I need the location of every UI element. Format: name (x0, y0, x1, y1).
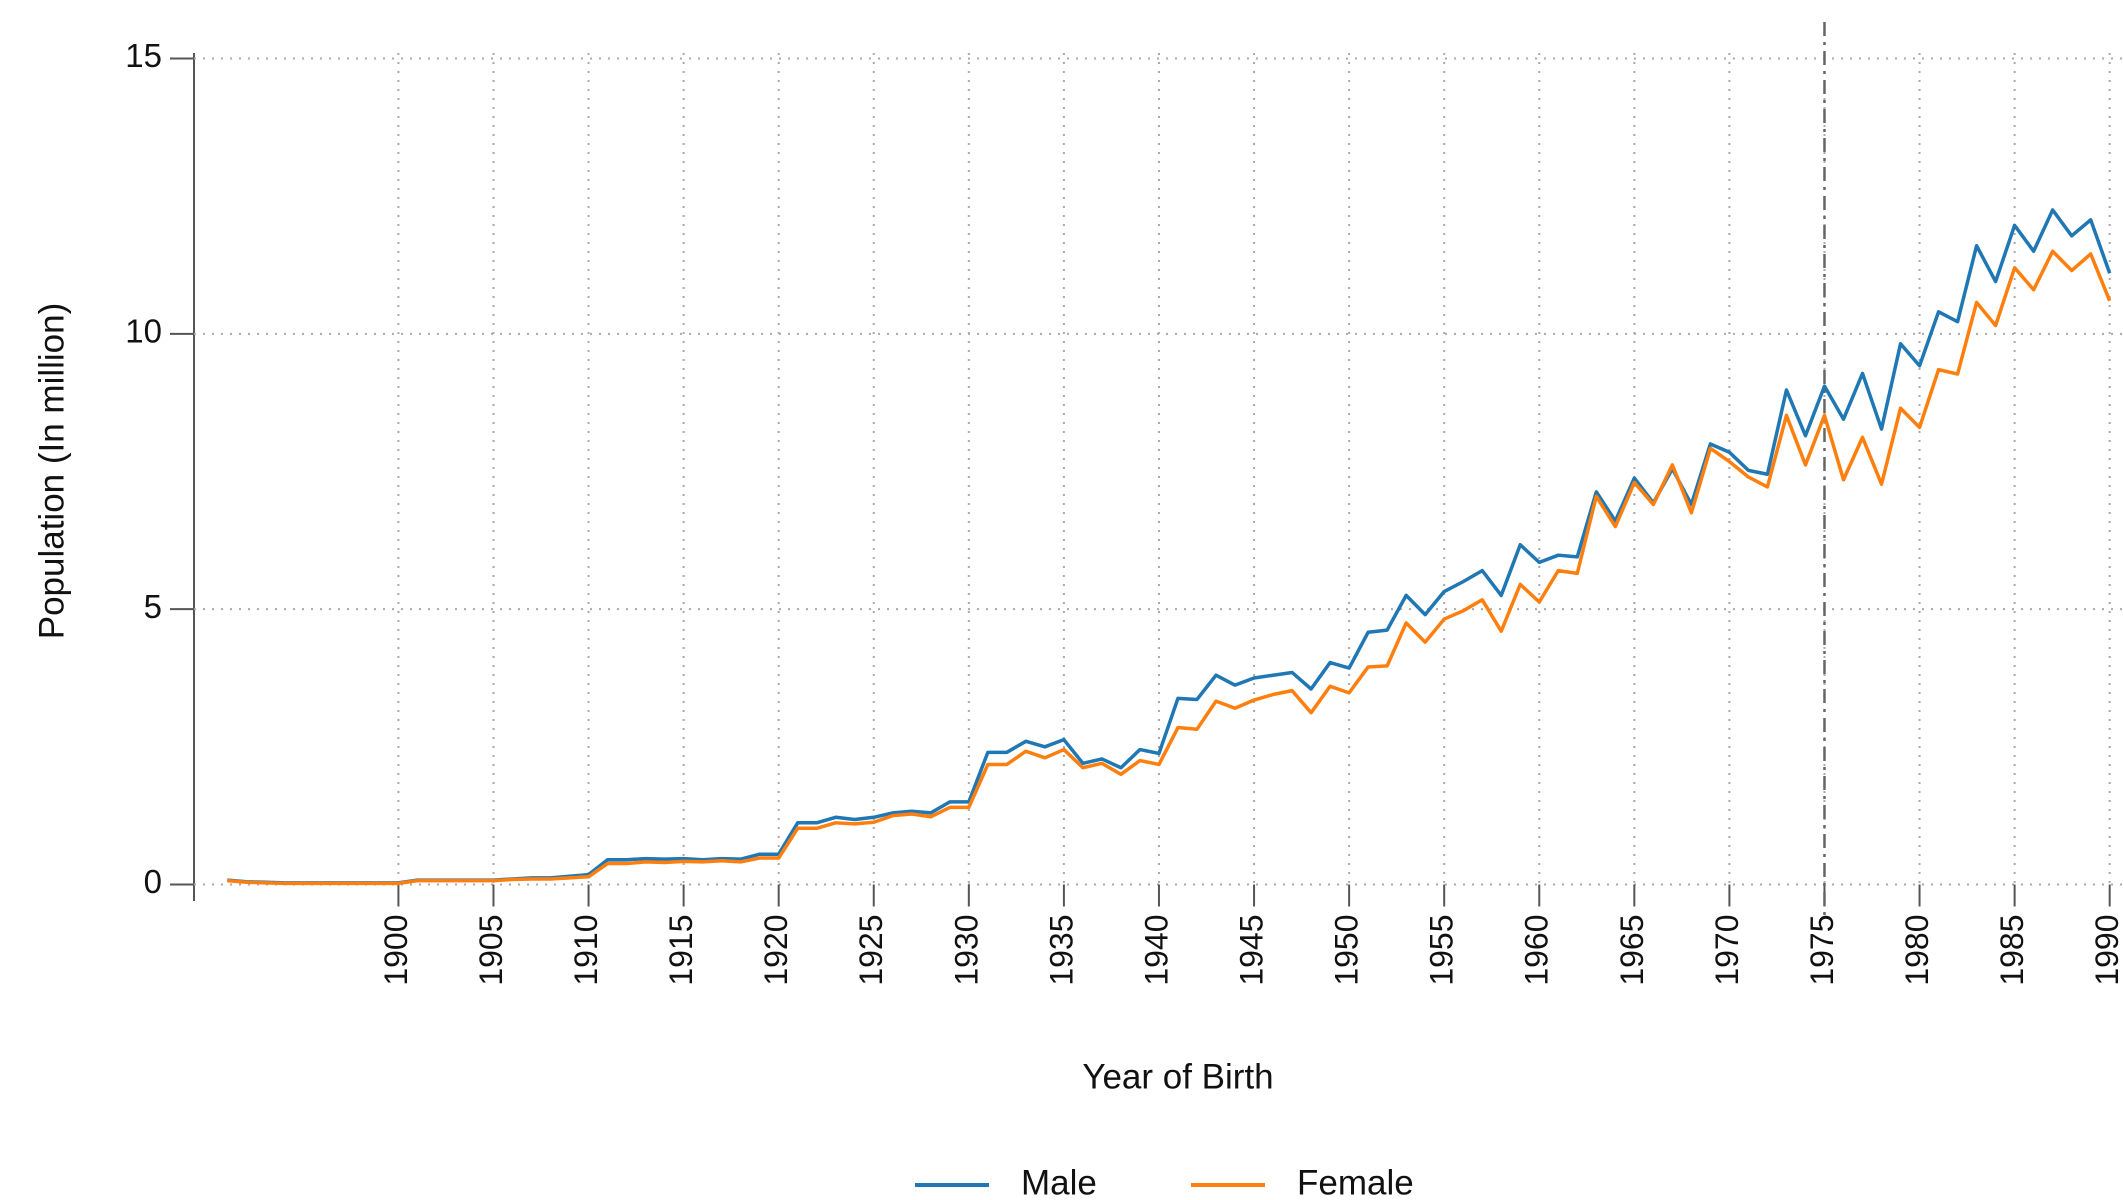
x-tick-label: 1990 (2089, 914, 2123, 985)
legend-label: Female (1297, 1163, 1414, 1200)
x-tick-label: 1920 (758, 914, 794, 985)
y-tick-label: 10 (125, 313, 162, 350)
x-tick-label: 1975 (1804, 914, 1840, 985)
x-tick-label: 1900 (378, 914, 414, 985)
x-tick-label: 1940 (1138, 914, 1174, 985)
y-tick-label: 15 (125, 37, 162, 74)
x-tick-label: 1915 (663, 914, 699, 985)
x-tick-label: 1955 (1424, 914, 1460, 985)
x-tick-label: 1925 (853, 914, 889, 985)
x-tick-label: 1950 (1329, 914, 1365, 985)
legend-label: Male (1021, 1163, 1097, 1200)
data-line (227, 208, 2112, 885)
y-axis-label: Population (In million) (32, 303, 71, 640)
x-tick-label: 1945 (1234, 914, 1270, 985)
x-tick-label: 1985 (1994, 914, 2030, 985)
x-tick-label: 1980 (1899, 914, 1935, 985)
y-tick-label: 5 (144, 588, 162, 625)
x-tick-label: 1930 (948, 914, 984, 985)
x-tick-label: 1965 (1614, 914, 1650, 985)
x-tick-label: 1970 (1709, 914, 1745, 985)
x-tick-label: 1905 (473, 914, 509, 985)
y-tick-label: 0 (144, 863, 162, 900)
x-tick-label: 1960 (1519, 914, 1555, 985)
x-tick-label: 1935 (1043, 914, 1079, 985)
data-line (227, 249, 2112, 886)
x-tick-label: 1910 (568, 914, 604, 985)
x-axis-label: Year of Birth (1082, 1057, 1273, 1096)
